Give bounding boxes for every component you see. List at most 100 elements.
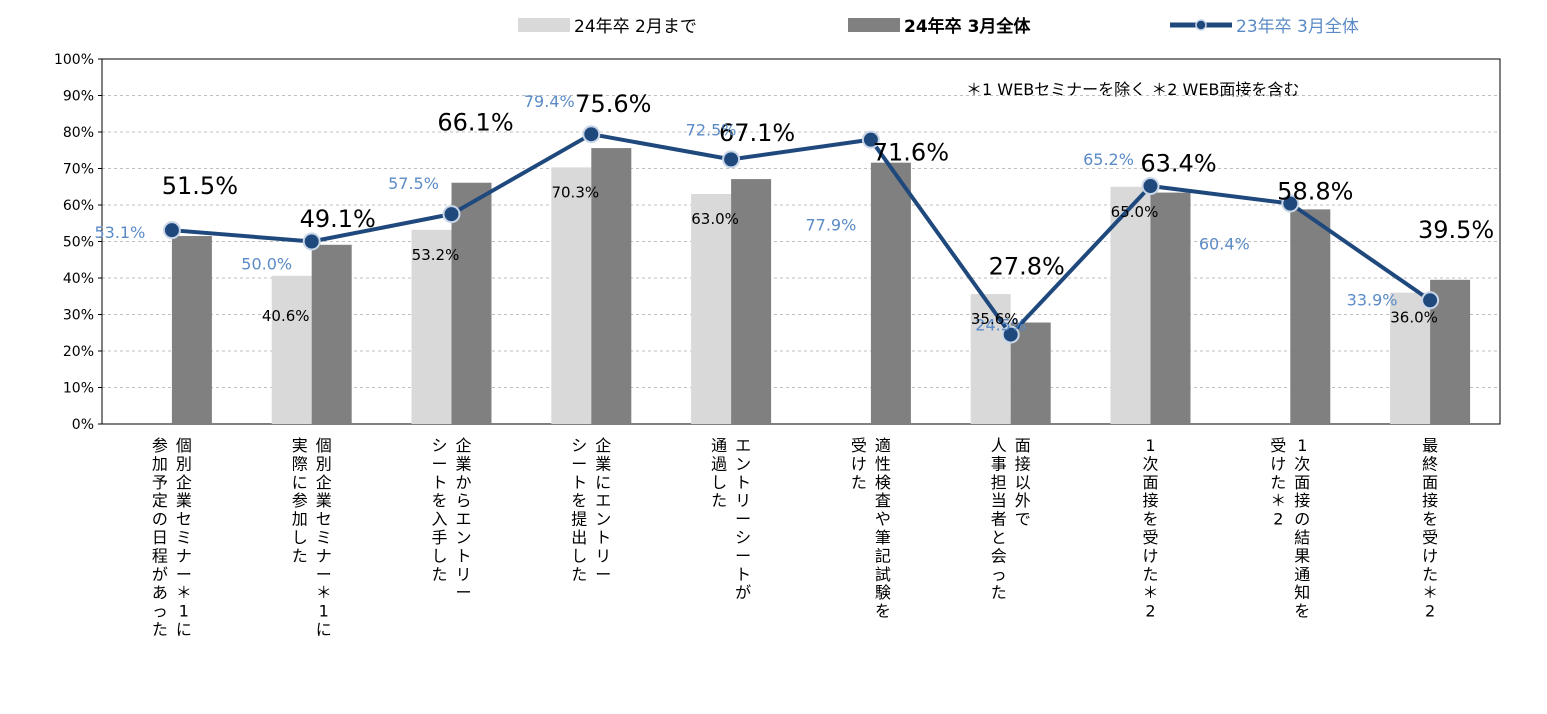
legend-swatch-mar24 (848, 18, 900, 32)
data-labels: 51.5% 53.1% 49.1% 50.0% 40.6% 66.1% 57.5% 53.2%… (94, 90, 1494, 335)
category-char: 通 (1294, 565, 1310, 584)
category-char: ミ (176, 528, 192, 547)
bar-feb24 (1390, 292, 1431, 424)
category-char: 定 (152, 491, 168, 510)
label-mar24: 66.1% (437, 109, 513, 137)
category-char: ト (735, 473, 751, 492)
category-char: 人 (991, 436, 1007, 455)
y-tick-label: 20% (63, 344, 94, 360)
category-char: た (1142, 565, 1158, 584)
category-char: 業 (316, 491, 332, 510)
category-char: 提 (571, 510, 587, 529)
y-tick-label: 80% (63, 125, 94, 141)
category-char: が (152, 565, 168, 584)
category-char: 日 (152, 528, 168, 547)
category-char: を (1294, 602, 1310, 621)
category-char: ト (571, 473, 587, 492)
label-feb24: 35.6% (971, 310, 1019, 328)
category-char: 企 (595, 436, 611, 455)
category-char: ト (595, 528, 611, 547)
label-mar24: 49.1% (300, 205, 376, 233)
category-char: や (875, 510, 891, 529)
label-feb24: 65.0% (1111, 203, 1159, 221)
legend-marker-mar23 (1195, 19, 1207, 31)
y-tick-label: 60% (63, 198, 94, 214)
category-char: 適 (875, 436, 891, 455)
category-char: ト (735, 565, 751, 584)
point-mar23 (861, 130, 880, 149)
category-char: っ (991, 565, 1007, 584)
point-mar23 (582, 125, 601, 144)
category-char: 査 (875, 491, 891, 510)
category-char: リ (735, 491, 751, 510)
label-mar23: 53.1% (94, 223, 145, 242)
label-mar24: 39.5% (1418, 216, 1494, 244)
label-feb24: 36.0% (1390, 309, 1438, 327)
label-mar24: 63.4% (1140, 150, 1216, 178)
series-line (162, 125, 1440, 344)
category-char: 参 (152, 436, 168, 455)
category-char: た (1270, 473, 1286, 492)
category-char: 次 (1142, 454, 1158, 473)
category-char: た (431, 565, 447, 584)
bar-mar24 (870, 162, 911, 424)
bar-feb24 (551, 167, 592, 424)
y-tick-label: 50% (63, 235, 94, 251)
category-char: ン (735, 454, 751, 473)
label-mar23: 72.5% (686, 120, 737, 139)
category-char: 程 (152, 546, 168, 565)
category-char: と (991, 528, 1007, 547)
category-char: 接 (1142, 491, 1158, 510)
category-char: け (851, 454, 867, 473)
category-char: 企 (316, 473, 332, 492)
category-char: ＊ (316, 583, 332, 602)
category-char: ＊ (176, 583, 192, 602)
category-char: ー (735, 546, 751, 565)
category-char: 個 (316, 436, 332, 455)
y-tick-label: 40% (63, 271, 94, 287)
category-char: 面 (1142, 473, 1158, 492)
category-char: た (851, 473, 867, 492)
bar-mar24 (1150, 192, 1191, 424)
category-char: 参 (292, 491, 308, 510)
bar-feb24 (1110, 186, 1151, 424)
category-char: 接 (1015, 454, 1031, 473)
category-char: 者 (991, 510, 1007, 529)
category-char: し (711, 473, 727, 492)
category-char: 加 (292, 510, 308, 529)
category-char: ト (455, 546, 471, 565)
category-char: に (595, 473, 611, 492)
category-char: ト (431, 473, 447, 492)
bar-mar24 (311, 244, 352, 424)
category-char: け (1270, 454, 1286, 473)
label-feb24: 53.2% (412, 246, 460, 264)
category-char: た (711, 491, 727, 510)
label-mar23: 65.2% (1083, 150, 1134, 169)
category-char: リ (595, 546, 611, 565)
label-mar24: 71.6% (873, 139, 949, 167)
line-mar23 (171, 132, 1432, 337)
y-tick-label: 90% (63, 89, 94, 105)
category-char: 受 (1270, 436, 1286, 455)
category-char: 加 (152, 454, 168, 473)
category-char: ＊ (1270, 491, 1286, 510)
category-char: 1 (1145, 436, 1155, 455)
category-char: た (991, 583, 1007, 602)
category-char: ー (571, 454, 587, 473)
category-char: 1 (1297, 436, 1307, 455)
category-char: 当 (991, 491, 1007, 510)
label-mar23: 60.4% (1199, 235, 1250, 254)
bars (171, 148, 1471, 424)
point-mar23 (1001, 325, 1020, 344)
category-char: 通 (711, 436, 727, 455)
gridlines (101, 58, 1501, 425)
category-char: 次 (1294, 454, 1310, 473)
